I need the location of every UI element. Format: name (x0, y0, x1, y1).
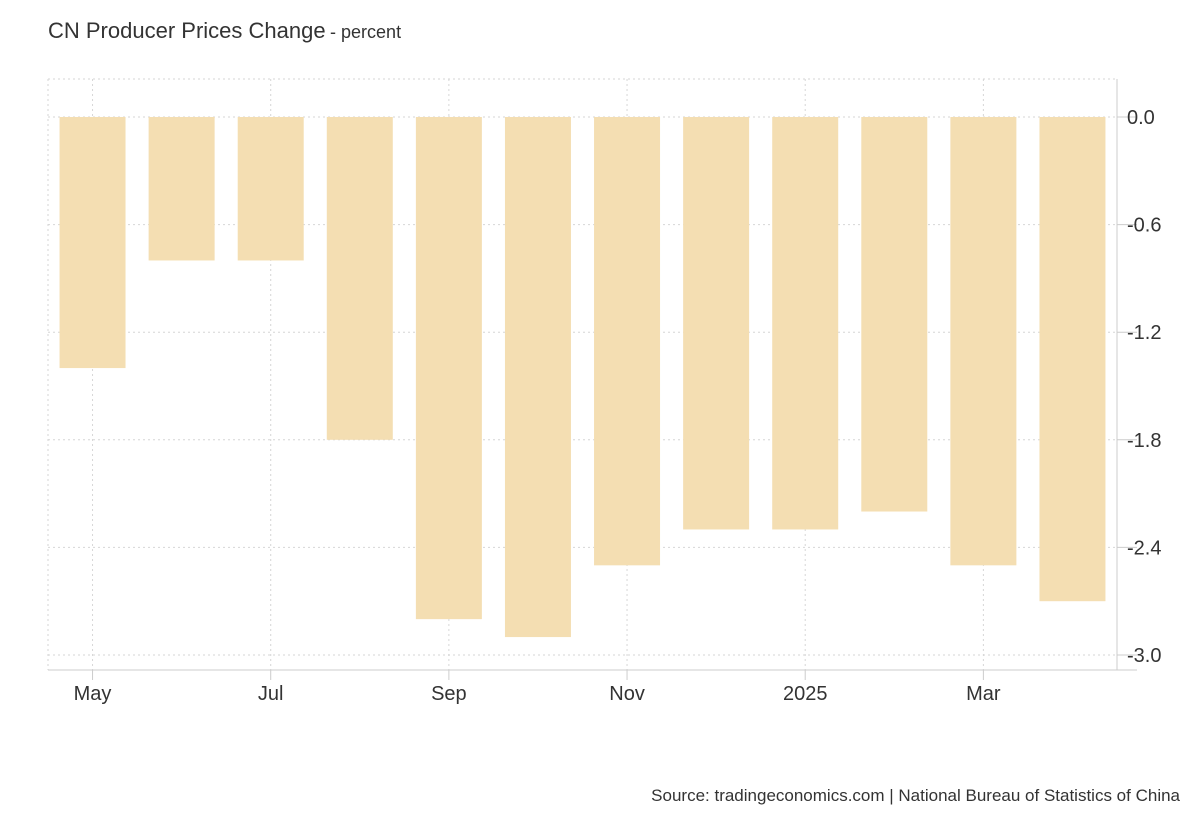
bar-chart: 0.0 -0.6 -1.2 -1.8 -2.4 -3.0 May Jul Sep Nov 2025 M… (47, 78, 1162, 705)
bar (59, 117, 126, 369)
bar (148, 117, 215, 261)
axes (47, 79, 1137, 680)
bar (950, 117, 1017, 566)
bars (59, 117, 1106, 638)
y-tick-label: -1.2 (1127, 322, 1161, 344)
x-tick-label: 2025 (783, 683, 828, 705)
bar (594, 117, 661, 566)
bar (772, 117, 839, 530)
bar (415, 117, 482, 620)
y-tick-label: -1.8 (1127, 430, 1161, 452)
bar (1039, 117, 1106, 602)
bar (683, 117, 750, 530)
x-tick-label: Nov (609, 683, 645, 705)
bar (861, 117, 928, 512)
y-tick-label: -2.4 (1127, 537, 1161, 559)
y-tick-label: -3.0 (1127, 645, 1161, 667)
x-tick-label: May (74, 683, 112, 705)
source-note: Source: tradingeconomics.com | National … (651, 786, 1180, 805)
chart-title: CN Producer Prices Change (48, 18, 326, 43)
y-tick-label: 0.0 (1127, 107, 1155, 129)
chart-subtitle: - percent (330, 22, 402, 42)
bar (504, 117, 571, 638)
tick-labels: 0.0 -0.6 -1.2 -1.8 -2.4 -3.0 May Jul Sep Nov 2025 M… (74, 107, 1162, 705)
chart-title-row: CN Producer Prices Change - percent (48, 18, 401, 44)
y-tick-label: -0.6 (1127, 215, 1161, 237)
bar (237, 117, 304, 261)
x-tick-label: Jul (258, 683, 284, 705)
x-tick-label: Sep (431, 683, 467, 705)
bar (326, 117, 393, 440)
x-tick-label: Mar (966, 683, 1001, 705)
